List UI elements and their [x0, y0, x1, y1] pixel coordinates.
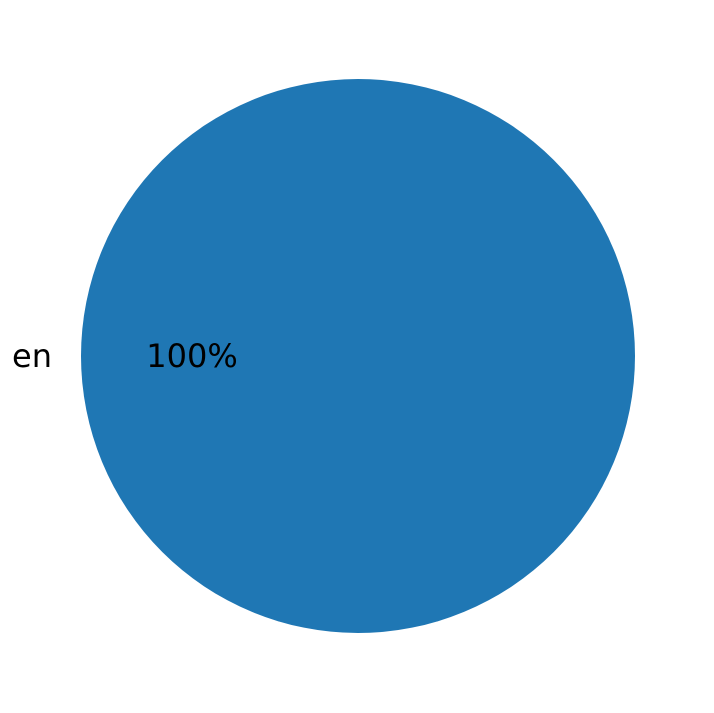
slice-label-en: en	[12, 337, 52, 375]
pie-slice-en	[81, 79, 635, 633]
slice-pct-label-en: 100%	[146, 337, 237, 375]
